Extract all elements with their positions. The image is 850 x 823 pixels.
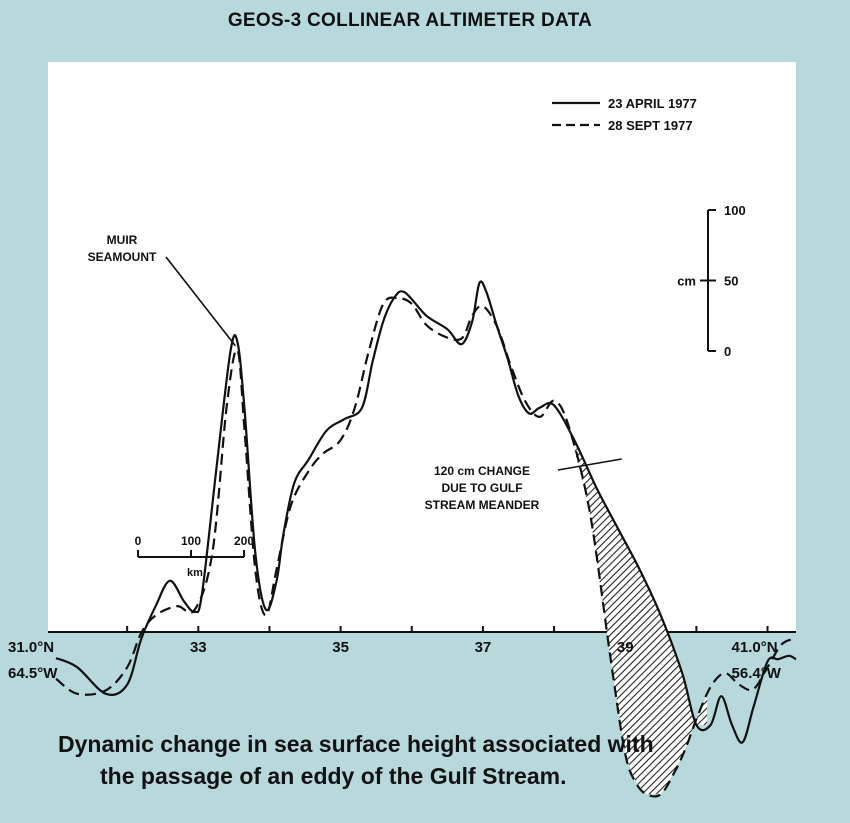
- legend: 23 APRIL 1977 28 SEPT 1977: [552, 96, 697, 133]
- annotation-meander-line-3: STREAM MEANDER: [425, 498, 540, 512]
- vertical-cm-scale: 100 50 0 cm: [677, 203, 746, 359]
- cm-scale-unit: cm: [677, 274, 696, 289]
- x-tick-label-31-0: 31.0°N: [8, 639, 54, 656]
- annotation-meander-pointer: [557, 458, 622, 471]
- legend-label-2: 28 SEPT 1977: [608, 118, 693, 133]
- annotation-muir-pointer: [165, 256, 237, 347]
- plot-background: [48, 62, 796, 632]
- caption-line-1: Dynamic change in sea surface height ass…: [58, 731, 654, 757]
- cm-scale-label-0: 0: [724, 344, 731, 359]
- annotation-meander-line-1: 120 cm CHANGE: [434, 464, 530, 478]
- x-tick-labels: 31.0°N 64.5°W 33 35 37 39 41.0°N 56.4°W: [8, 639, 782, 682]
- km-scale-label-200: 200: [234, 534, 254, 548]
- x-tick-label-41-1: 56.4°W: [732, 665, 782, 682]
- x-tick-label-39-0: 39: [617, 639, 634, 656]
- series-lines: [55, 280, 797, 798]
- annotation-muir-line-1: MUIR: [107, 233, 138, 247]
- km-scale-label-100: 100: [181, 534, 201, 548]
- legend-label-1: 23 APRIL 1977: [608, 96, 697, 111]
- km-scale-unit: km: [187, 567, 203, 579]
- x-tick-label-41-0: 41.0°N: [732, 639, 778, 656]
- annotation-meander-line-2: DUE TO GULF: [441, 481, 522, 495]
- cm-scale-label-100: 100: [724, 203, 746, 218]
- meander-hatch-area: [564, 418, 708, 795]
- distance-km-scale: 0 100 200 km: [135, 534, 255, 579]
- caption-line-2: the passage of an eddy of the Gulf Strea…: [100, 763, 567, 789]
- series-line-2: [55, 296, 797, 798]
- annotations: MUIR SEAMOUNT 120 cm CHANGE DUE TO GULF STRE…: [88, 233, 622, 512]
- x-tick-label-33-0: 33: [190, 639, 207, 656]
- x-tick-label-31-1: 64.5°W: [8, 665, 58, 682]
- km-scale-label-0: 0: [135, 534, 142, 548]
- meander-shaded-region: [564, 418, 708, 795]
- x-tick-label-37-0: 37: [475, 639, 492, 656]
- cm-scale-label-50: 50: [724, 274, 738, 289]
- annotation-muir-line-2: SEAMOUNT: [88, 250, 157, 264]
- x-tick-label-35-0: 35: [332, 639, 349, 656]
- figure-caption: Dynamic change in sea surface height ass…: [58, 728, 818, 792]
- chart-title: GEOS-3 COLLINEAR ALTIMETER DATA: [227, 10, 593, 31]
